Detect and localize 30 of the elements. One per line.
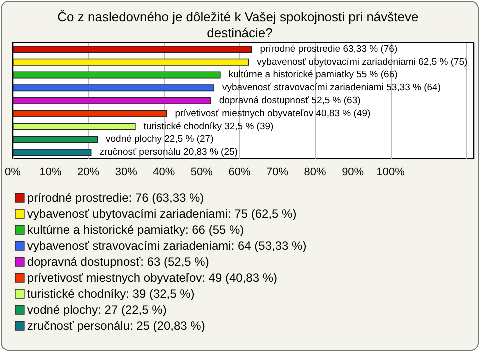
x-tick-label: 60% [228,166,251,178]
legend-label: vybavenosť ubytovacími zariadeniami: 75 (62,5 %) [27,207,297,221]
legend-label: turistické chodníky: 39 (32,5 %) [27,287,195,301]
data-label: zručnosť personálu 20,83 % (25) [100,147,238,158]
x-tick-label: 70% [266,166,289,178]
legend-label: dopravná dostupnosť: 63 (52,5 %) [27,255,210,269]
x-tick-label: 80% [304,166,327,178]
data-label: prírodné prostredie 63,33 % (76) [260,44,398,55]
data-label: prívetivosť miestnych obyvateľov 40,83 % (49) [175,108,371,120]
data-label: vybavenosť ubytovacími zariadeniami 62,5 % (75) [257,56,468,68]
legend-label: zručnosť personálu: 25 (20,83 %) [27,319,206,333]
x-tick-label: 0% [5,166,22,178]
x-tick-label: 20% [78,166,100,178]
x-tick-label: 40% [153,166,176,178]
data-label: dopravná dostupnosť 52,5 % (63) [219,96,361,106]
x-tick-label: 90% [342,166,364,178]
chart-title: Čo z nasledovného je dôležité k Vašej spokojnosti pri návšteve destinácie? [58,10,422,40]
x-tick-label: 100% [376,166,406,178]
x-tick-label: 50% [190,166,214,178]
data-label: turistické chodníky 32,5 % (39) [144,121,274,132]
legend-label: prívetivosť miestnych obyvateľov: 49 (40,83 %) [27,271,278,285]
legend-label: vybavenosť stravovacími zariadeniami: 64 (53,33 %) [27,239,307,253]
legend-label: kultúrne a historické pamiatky: 66 (55 %) [27,223,244,237]
data-label: kultúrne a historické pamiatky 55 % (66) [228,70,398,81]
x-tick-label: 30% [115,166,138,178]
x-tick-label: 10% [40,166,62,178]
legend-label: prírodné prostredie: 76 (63,33 %) [27,191,204,205]
data-label: vybavenosť stravovacími zariadeniami 53,33 % (64) [222,82,441,94]
data-label: vodné plochy 22,5 % (27) [106,134,214,146]
legend-label: vodné plochy: 27 (22,5 %) [27,303,167,317]
